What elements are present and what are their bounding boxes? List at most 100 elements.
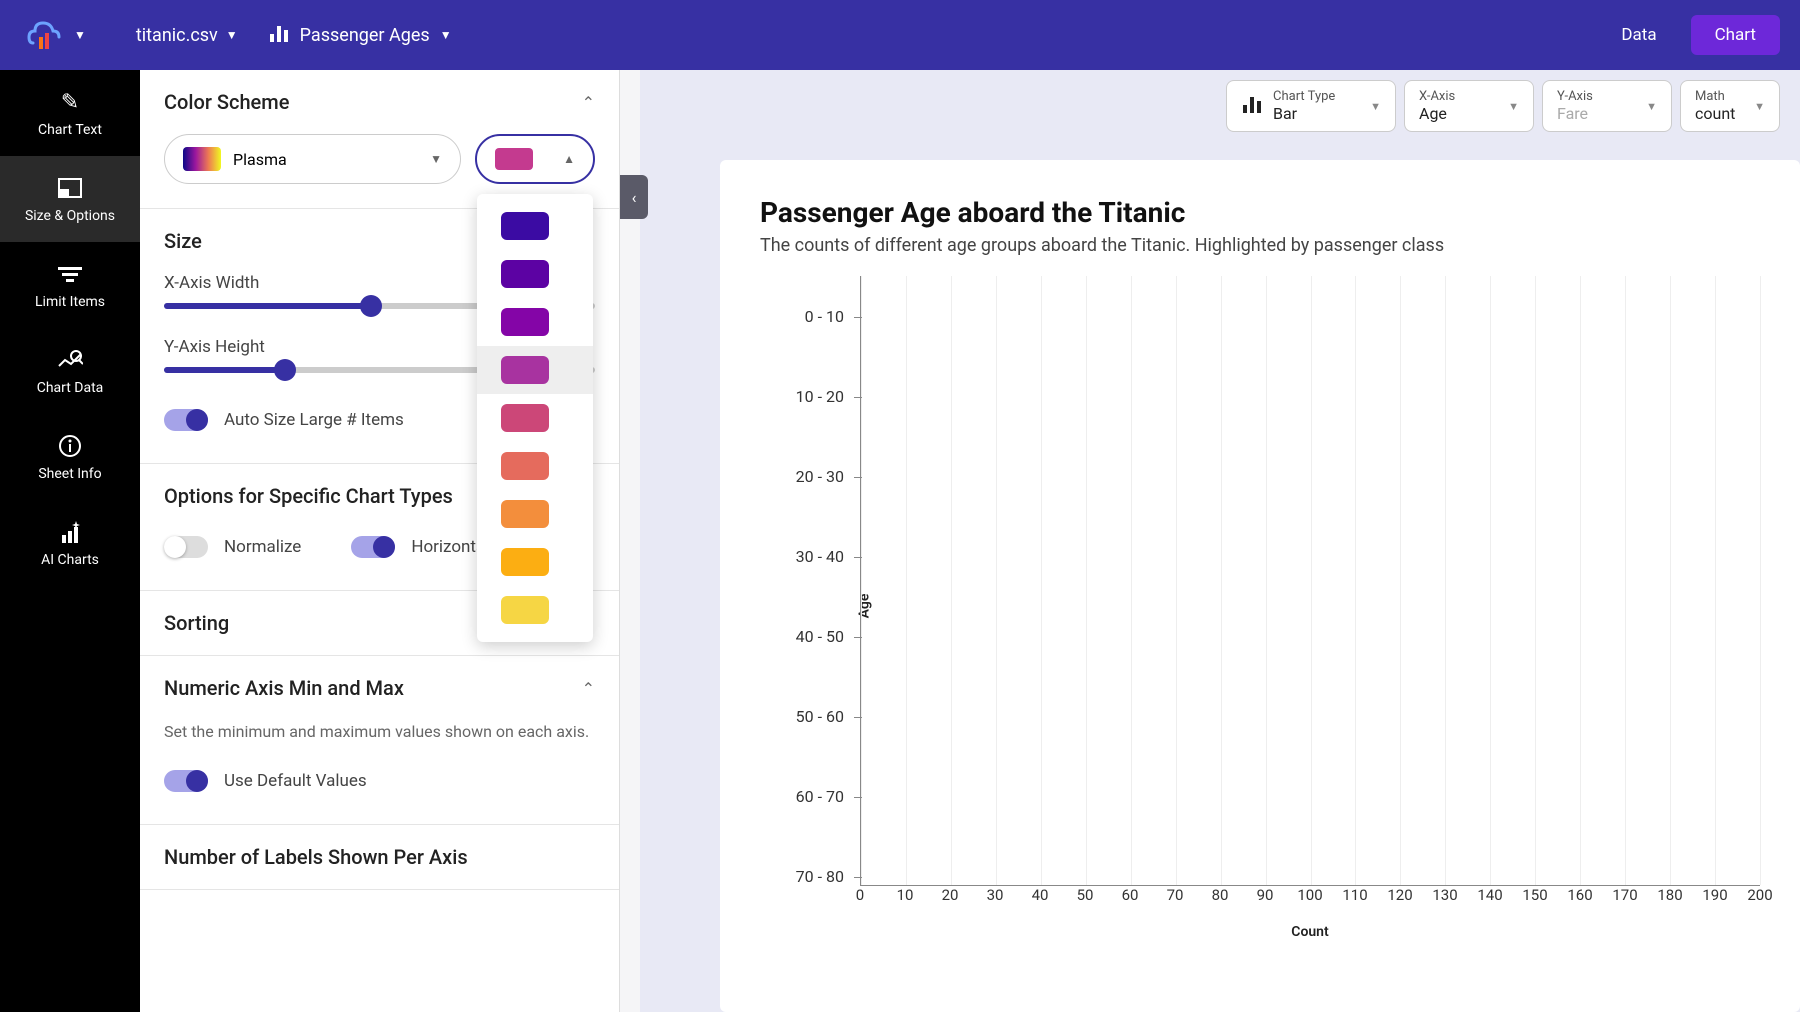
nav-label: Chart Data (37, 380, 104, 396)
bar-category-label: 70 - 80 (796, 867, 844, 886)
x-axis: Count 0102030405060708090100110120130140… (860, 886, 1760, 936)
grid-line (996, 276, 997, 885)
nav-chart-data[interactable]: Chart Data (0, 328, 140, 414)
section-color-scheme: Color Scheme ⌃ Plasma ▼ ▲ (140, 70, 619, 209)
config-value: Bar (1273, 104, 1335, 123)
config-placeholder: Fare (1557, 104, 1593, 123)
grid-line (1580, 276, 1581, 885)
slider-thumb[interactable] (274, 359, 296, 381)
config-label: X-Axis (1419, 89, 1455, 104)
file-selector[interactable]: titanic.csv ▼ (136, 25, 238, 46)
color-option[interactable] (477, 394, 593, 442)
nav-label: Limit Items (35, 294, 105, 310)
chart-name-label: Passenger Ages (300, 25, 430, 46)
logo-menu-caret[interactable]: ▼ (74, 28, 86, 42)
color-swatch-icon (501, 596, 549, 624)
x-tick-label: 80 (1212, 886, 1229, 904)
panel-collapse-handle[interactable]: ‹ (620, 175, 648, 219)
grid-line (1176, 276, 1177, 885)
x-tick-label: 50 (1077, 886, 1094, 904)
color-option[interactable] (477, 586, 593, 634)
x-tick-label: 20 (942, 886, 959, 904)
color-swatch-icon (495, 148, 533, 170)
x-tick-label: 0 (856, 886, 864, 904)
grid-line (1715, 276, 1716, 885)
chart-canvas: Passenger Age aboard the Titanic The cou… (720, 160, 1800, 1012)
normalize-label: Normalize (224, 537, 301, 557)
section-header-labels-per-axis[interactable]: Number of Labels Shown Per Axis (140, 825, 619, 889)
color-option[interactable] (477, 250, 593, 298)
grid-line (951, 276, 952, 885)
info-icon (56, 432, 84, 460)
chart-type-select[interactable]: Chart Type Bar ▼ (1226, 80, 1396, 132)
section-title: Numeric Axis Min and Max (164, 676, 404, 700)
palette-select[interactable]: Plasma ▼ (164, 134, 461, 184)
x-tick-label: 10 (897, 886, 914, 904)
color-dropdown (477, 194, 593, 642)
nav-limit-items[interactable]: Limit Items (0, 242, 140, 328)
nav-chart-text[interactable]: ✎ Chart Text (0, 70, 140, 156)
tab-chart[interactable]: Chart (1691, 15, 1780, 55)
x-tick-label: 200 (1747, 886, 1772, 904)
horizontal-bars-toggle[interactable] (351, 536, 395, 558)
view-tabs: Data Chart (1597, 15, 1780, 55)
bar-category-label: 20 - 30 (796, 467, 844, 486)
x-tick-label: 170 (1612, 886, 1637, 904)
color-option[interactable] (477, 538, 593, 586)
chevron-down-icon: ▼ (1754, 100, 1765, 113)
nav-label: Size & Options (25, 208, 115, 224)
nav-sheet-info[interactable]: Sheet Info (0, 414, 140, 500)
grid-line (906, 276, 907, 885)
color-swatch-icon (501, 452, 549, 480)
x-tick-label: 140 (1477, 886, 1502, 904)
auto-size-toggle[interactable] (164, 409, 208, 431)
chevron-up-icon: ▲ (563, 152, 575, 166)
section-labels-per-axis: Number of Labels Shown Per Axis (140, 825, 619, 890)
section-header-numeric-axis[interactable]: Numeric Axis Min and Max ⌃ (140, 656, 619, 720)
config-label: Y-Axis (1557, 89, 1593, 104)
x-axis-select[interactable]: X-Axis Age ▼ (1404, 80, 1534, 132)
chevron-left-icon: ‹ (632, 188, 637, 207)
grid-line (1625, 276, 1626, 885)
config-value: count (1695, 104, 1735, 123)
x-tick-label: 180 (1657, 886, 1682, 904)
grid-line (861, 276, 862, 885)
file-name-label: titanic.csv (136, 25, 218, 46)
nav-ai-charts[interactable]: AI Charts (0, 500, 140, 586)
gradient-swatch-icon (183, 147, 221, 171)
y-axis-select[interactable]: Y-Axis Fare ▼ (1542, 80, 1672, 132)
math-select[interactable]: Math count ▼ (1680, 80, 1780, 132)
slider-thumb[interactable] (360, 295, 382, 317)
color-option[interactable] (477, 442, 593, 490)
color-option[interactable] (477, 490, 593, 538)
grid-line (1221, 276, 1222, 885)
bars-container: 0 - 1010 - 2020 - 3030 - 4040 - 5050 - 6… (860, 276, 1760, 886)
color-swatch-icon (501, 548, 549, 576)
config-value: Age (1419, 104, 1455, 123)
chart-selector[interactable]: Passenger Ages ▼ (268, 22, 452, 49)
color-option[interactable] (477, 346, 593, 394)
left-nav: ✎ Chart Text Size & Options Limit Items … (0, 70, 140, 1012)
use-default-toggle[interactable] (164, 770, 208, 792)
x-tick-label: 160 (1567, 886, 1592, 904)
tab-data[interactable]: Data (1597, 15, 1680, 55)
color-swatch-icon (501, 260, 549, 288)
aspect-ratio-icon (56, 174, 84, 202)
grid-line (1445, 276, 1446, 885)
numeric-axis-help: Set the minimum and maximum values shown… (164, 720, 595, 744)
app-header: ▼ titanic.csv ▼ Passenger Ages ▼ Data Ch… (0, 0, 1800, 70)
x-tick-label: 90 (1257, 886, 1274, 904)
accent-color-select[interactable]: ▲ (475, 134, 595, 184)
section-title: Color Scheme (164, 90, 289, 114)
section-header-color-scheme[interactable]: Color Scheme ⌃ (140, 70, 619, 134)
chevron-up-icon: ⌃ (582, 679, 595, 698)
app-logo[interactable] (20, 10, 70, 60)
color-option[interactable] (477, 298, 593, 346)
color-option[interactable] (477, 202, 593, 250)
x-tick-label: 100 (1297, 886, 1322, 904)
ai-chart-icon (56, 518, 84, 546)
bar-chart-icon (268, 22, 290, 49)
normalize-toggle[interactable] (164, 536, 208, 558)
nav-size-options[interactable]: Size & Options (0, 156, 140, 242)
bar-category-label: 50 - 60 (796, 707, 844, 726)
